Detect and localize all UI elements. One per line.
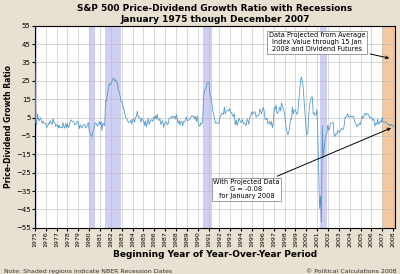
X-axis label: Beginning Year of Year-Over-Year Period: Beginning Year of Year-Over-Year Period: [113, 250, 317, 259]
Bar: [203, 26, 212, 228]
Bar: [21, 26, 37, 228]
Text: © Political Calculations 2008: © Political Calculations 2008: [306, 269, 396, 274]
Text: Note: Shaded regions indicate NBER Recession Dates: Note: Shaded regions indicate NBER Reces…: [4, 269, 172, 274]
Title: S&P 500 Price-Dividend Growth Ratio with Recessions
January 1975 though December: S&P 500 Price-Dividend Growth Ratio with…: [77, 4, 352, 24]
Bar: [106, 26, 121, 228]
Y-axis label: Price-Dividend Growth Ratio: Price-Dividend Growth Ratio: [4, 65, 13, 188]
Bar: [320, 26, 327, 228]
Bar: [89, 26, 94, 228]
Bar: [382, 26, 395, 228]
Text: Data Projected from Average
Index Value through 15 Jan
2008 and Dividend Futures: Data Projected from Average Index Value …: [269, 32, 388, 59]
Text: With Projected Data
G = -0.08
for January 2008: With Projected Data G = -0.08 for Januar…: [213, 128, 390, 199]
